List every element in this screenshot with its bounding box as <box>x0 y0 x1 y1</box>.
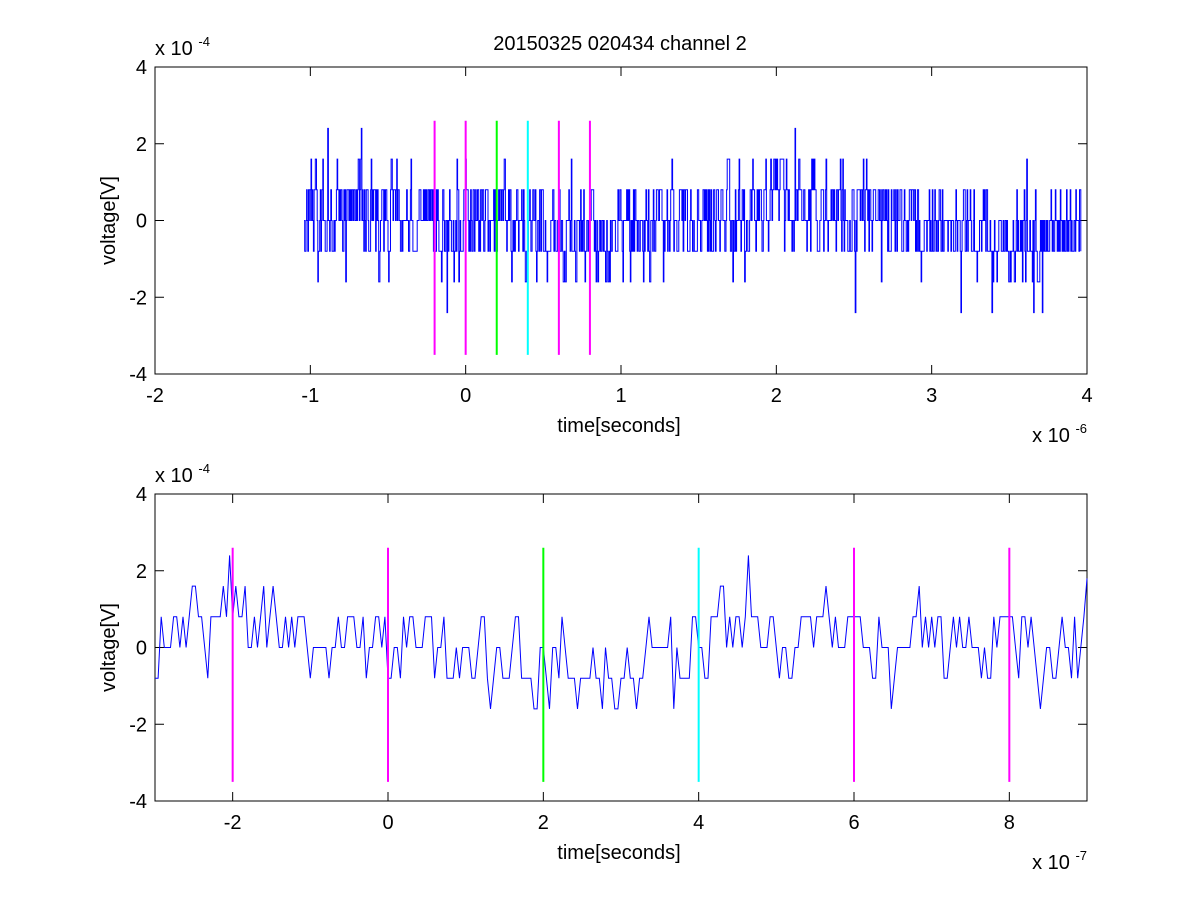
x-axis-label: time[seconds] <box>557 842 680 864</box>
voltage-trace <box>155 555 1088 710</box>
y-tick-label: 2 <box>136 134 147 156</box>
x-tick-label: 0 <box>382 812 393 834</box>
x-tick-label: 4 <box>693 812 704 834</box>
figure-title: 20150325 020434 channel 2 <box>493 33 747 55</box>
y-axis-label: voltage[V] <box>98 176 120 265</box>
y-exponent-label: x 10 -4 <box>155 34 210 60</box>
x-tick-label: 3 <box>926 385 937 407</box>
y-tick-label: 0 <box>136 638 147 660</box>
voltage-trace <box>304 127 1082 314</box>
x-exponent-base: x 10 <box>1032 852 1075 874</box>
x-tick-label: -2 <box>146 385 164 407</box>
x-axis-label: time[seconds] <box>557 415 680 437</box>
x-exponent-power: -6 <box>1075 421 1087 436</box>
y-exponent-base: x 10 <box>155 465 198 487</box>
y-exponent-power: -4 <box>198 461 210 476</box>
y-tick-label: -4 <box>129 364 147 386</box>
x-exponent-base: x 10 <box>1032 425 1075 447</box>
y-exponent-base: x 10 <box>155 38 198 60</box>
y-tick-label: -2 <box>129 287 147 309</box>
y-tick-label: 4 <box>136 57 147 79</box>
x-tick-label: 2 <box>771 385 782 407</box>
y-tick-label: 2 <box>136 561 147 583</box>
x-exponent-power: -7 <box>1075 848 1087 863</box>
y-tick-label: -4 <box>129 791 147 813</box>
y-tick-label: 4 <box>136 484 147 506</box>
y-tick-label: -2 <box>129 714 147 736</box>
x-tick-label: 4 <box>1081 385 1092 407</box>
y-exponent-label: x 10 -4 <box>155 461 210 487</box>
top-subplot: -2 -1 0 1 2 3 4-4-2024time[seconds]voltage[V]x… <box>98 34 1093 447</box>
y-axis-label: voltage[V] <box>98 603 120 692</box>
x-tick-label: 0 <box>460 385 471 407</box>
x-tick-label: 2 <box>538 812 549 834</box>
y-exponent-power: -4 <box>198 34 210 49</box>
x-tick-label: 1 <box>615 385 626 407</box>
x-tick-label: -1 <box>301 385 319 407</box>
x-tick-label: -2 <box>224 812 242 834</box>
x-exponent-label: x 10 -6 <box>1032 421 1087 447</box>
x-exponent-label: x 10 -7 <box>1032 848 1087 874</box>
x-tick-label: 8 <box>1004 812 1015 834</box>
y-tick-label: 0 <box>136 211 147 233</box>
bottom-subplot: -2 0 2 4 6 8 -4 -2 0 2 4 time[seconds] voltage[V] x 1… <box>98 461 1088 874</box>
x-tick-label: 6 <box>848 812 859 834</box>
